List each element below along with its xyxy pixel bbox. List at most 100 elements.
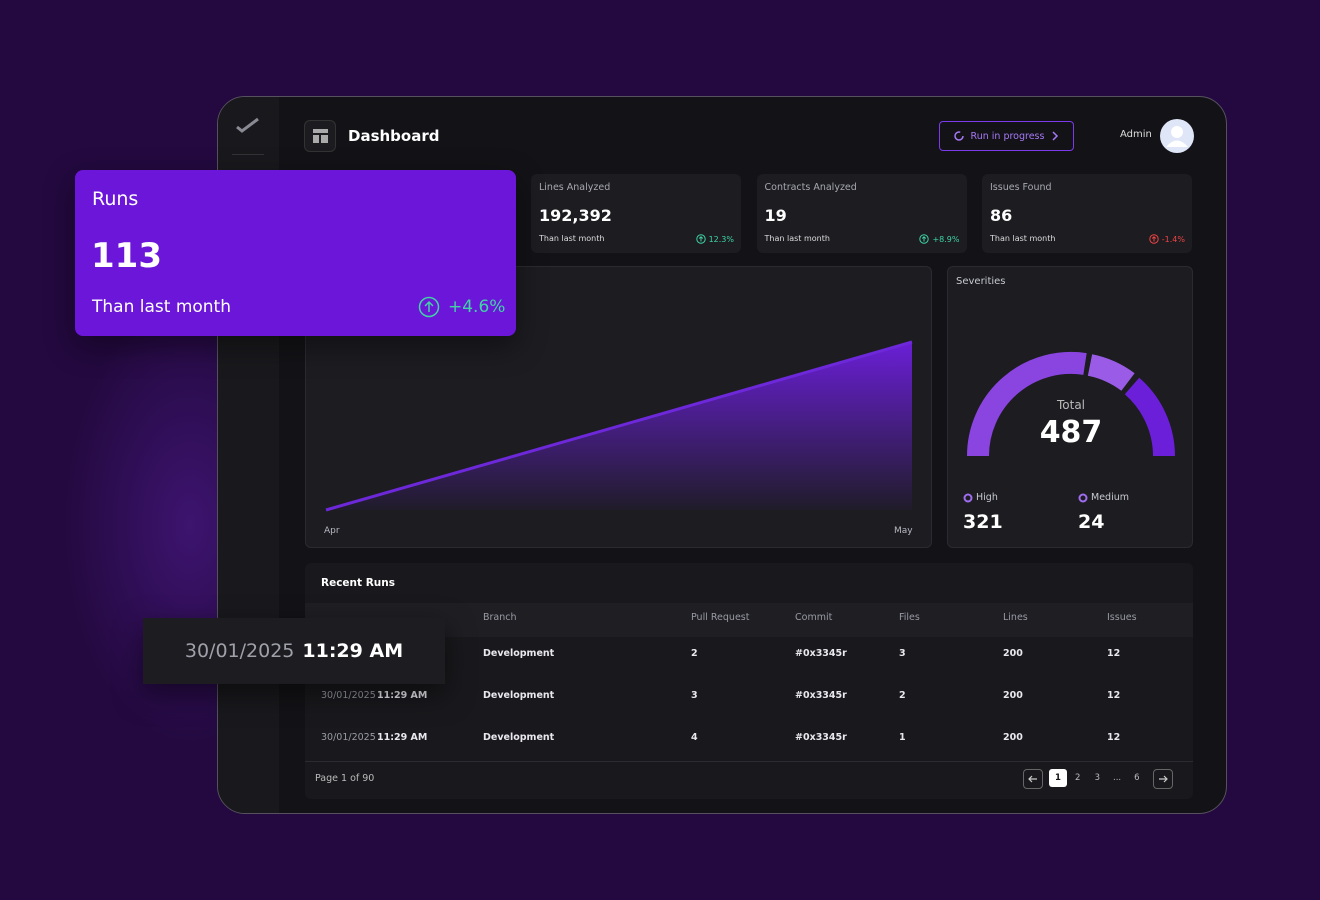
table-cell: 200 [1003,690,1023,701]
stat-note: Than last month [539,234,605,243]
table-cell: 4 [691,732,698,743]
page-title: Dashboard [348,127,440,145]
stat-label: Issues Found [990,182,1052,193]
area-chart [325,340,913,512]
x-label: May [894,526,913,536]
avatar[interactable] [1159,118,1195,154]
table-header-row [305,603,1193,637]
status-button[interactable]: Run in progress [939,121,1074,151]
card-value: 113 [91,236,162,276]
stat-change: 12.3% [695,234,734,244]
table-cell: 2 [899,690,906,701]
spinner-icon [953,131,964,141]
overlay-time: 11:29 AM [302,640,404,662]
arrow-icon [1028,775,1037,783]
stat-value: 192,392 [539,206,612,225]
stat-change: +8.9% [919,234,960,244]
total-value: 487 [1039,415,1103,450]
card-label: Runs [92,188,139,210]
card-note: Than last month [92,297,231,317]
recent-runs-panel: Recent Runs Branch Pull Request Commit File… [305,563,1193,799]
row-time: 11:29 AM [377,690,428,701]
change-icon [919,234,930,244]
table-cell: Development [483,648,555,659]
table-cell: 12 [1107,690,1121,701]
table-cell: 3 [899,648,906,659]
header-icon [304,120,336,152]
table-cell: Development [483,732,555,743]
chevron [1052,131,1059,141]
date-overlay: 30/01/2025 11:29 AM [143,618,445,684]
row-date: 30/01/2025 [321,690,376,701]
stat-label: Contracts Analyzed [764,182,857,193]
area-line [325,340,913,512]
stat-value: 86 [990,206,1013,225]
arrow-icon [1159,775,1168,783]
change-text: -1.4% [1161,234,1185,244]
table-cell: 1 [899,732,906,743]
page-button[interactable]: 1 [1049,769,1067,787]
stat-card: Issues Found 86 Than last month -1.4% [982,174,1192,253]
total-label: Total [1056,398,1086,412]
table-cell: 12 [1107,648,1121,659]
severities-panel: Severities Total 487 High 321 Medium 24 [947,266,1193,548]
table-cell: Development [483,690,555,701]
runs-card: Runs 113 Than last month +4.6% [75,170,516,336]
stat-card: Contracts Analyzed 19 Than last month +8.9% [756,174,967,253]
table-cell: 3 [691,690,698,701]
x-label: Apr [324,526,340,536]
card-change: +4.6% [448,297,506,317]
table-cell: #0x3345r [795,690,847,701]
change-icon [695,234,706,244]
table-cell: 200 [1003,732,1023,743]
divider [232,154,264,155]
legend-dot [1078,493,1088,502]
column-header: Commit [795,612,833,623]
row-time: 11:29 AM [377,732,428,743]
legend-value: 24 [1078,511,1105,533]
column-header: Lines [1003,612,1028,623]
area-chart-panel: Apr May [305,266,932,548]
legend-dot [963,493,973,502]
stat-label: Lines Analyzed [539,182,611,193]
column-header: Branch [483,612,517,623]
panel-title: Severities [956,276,1006,287]
status-text: Run in progress [970,130,1045,142]
panel-title: Recent Runs [321,577,395,589]
logo [236,117,259,133]
column-header: Pull Request [691,612,750,623]
legend-value: 321 [963,511,1003,533]
user-name: Admin [1120,129,1152,140]
legend-name: Medium [1091,492,1129,503]
gauge [967,351,1175,457]
gauge-segment [967,351,1087,457]
next-button[interactable] [1153,769,1173,789]
prev-button[interactable] [1023,769,1043,789]
stat-value: 19 [764,206,787,225]
page-button[interactable]: ... [1113,773,1122,783]
stat-note: Than last month [764,234,830,243]
divider [305,761,1193,762]
page-button[interactable]: 3 [1094,773,1101,783]
stat-card: Lines Analyzed 192,392 Than last month 12.3… [531,174,741,253]
page-button[interactable]: 6 [1134,773,1140,783]
gauge-segment [1124,377,1175,457]
change-text: +8.9% [932,234,960,244]
page-button[interactable]: 2 [1074,773,1081,783]
change-icon [1149,234,1159,244]
legend-item: High [963,492,998,503]
row-date: 30/01/2025 [321,732,376,743]
legend-item: Medium [1078,492,1129,503]
page-info: Page 1 of 90 [315,773,375,784]
overlay-date: 30/01/2025 [184,640,295,662]
column-header: Files [899,612,920,623]
legend-name: High [976,492,998,503]
table-cell: 12 [1107,732,1121,743]
table-cell: 2 [691,648,698,659]
stat-note: Than last month [990,234,1056,243]
layout-icon [313,129,328,143]
table-cell: #0x3345r [795,648,847,659]
change-text: 12.3% [708,234,734,244]
